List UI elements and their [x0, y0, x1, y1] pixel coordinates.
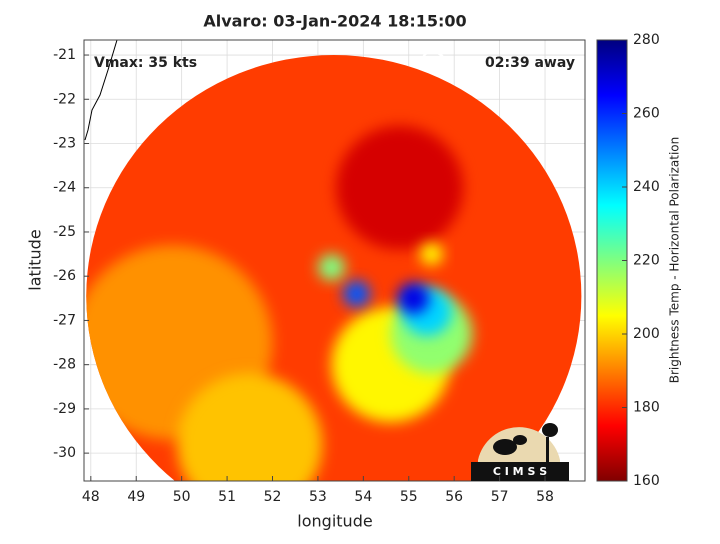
- x-tick-label: 57: [491, 489, 509, 505]
- y-axis-label: latitude: [26, 229, 45, 290]
- y-tick-label: -24: [53, 180, 76, 196]
- plot-frame: [83, 39, 586, 482]
- logo: C I M S S: [471, 423, 569, 481]
- y-tick-label: -21: [53, 47, 76, 63]
- y-tick-label: -25: [53, 224, 76, 240]
- colorbar-tick-label: 180: [633, 400, 660, 416]
- y-tick-label: -26: [53, 268, 76, 284]
- x-tick-label: 55: [400, 489, 418, 505]
- brightness-feature: [342, 280, 371, 308]
- chart-title: Alvaro: 03-Jan-2024 18:15:00: [203, 12, 466, 31]
- brightness-feature: [397, 282, 430, 314]
- y-tick-label: -29: [53, 401, 76, 417]
- brightness-feature: [336, 125, 464, 250]
- y-tick-label: -28: [53, 357, 76, 373]
- y-tick-label: -22: [53, 91, 76, 107]
- annotation: 02:39 away: [485, 55, 575, 71]
- x-tick-label: 49: [127, 489, 145, 505]
- x-tick-label: 54: [354, 489, 372, 505]
- colorbar-tick-label: 260: [633, 106, 660, 122]
- colorbar-tick-label: 200: [633, 326, 660, 342]
- colorbar-tick-label: 280: [633, 32, 660, 48]
- overlay: [84, 40, 449, 141]
- brightness-feature: [420, 243, 443, 266]
- x-tick-label: 52: [264, 489, 282, 505]
- y-tick-label: -27: [53, 312, 76, 328]
- x-tick-label: 56: [445, 489, 463, 505]
- colorbar-label: Brightness Temp - Horizontal Polarizatio…: [668, 137, 682, 384]
- colorbar-tick-label: 220: [633, 253, 660, 269]
- annotation: Vmax: 35 kts: [94, 55, 197, 71]
- colorbar-tick-label: 240: [633, 179, 660, 195]
- y-tick-label: -23: [53, 136, 76, 152]
- brightness-feature: [177, 373, 323, 481]
- x-tick-label: 53: [309, 489, 327, 505]
- brightness-feature: [317, 254, 346, 281]
- x-axis-label: longitude: [297, 512, 372, 531]
- coastline: [84, 40, 118, 141]
- x-tick-label: 58: [536, 489, 554, 505]
- contour: [421, 51, 449, 73]
- y-tick-label: -30: [53, 445, 76, 461]
- logo-text: C I M S S: [493, 465, 547, 478]
- x-tick-label: 50: [173, 489, 191, 505]
- features: [86, 112, 550, 481]
- x-tick-label: 48: [82, 489, 100, 505]
- x-tick-label: 51: [218, 489, 236, 505]
- colorbar-tick-label: 160: [633, 473, 660, 489]
